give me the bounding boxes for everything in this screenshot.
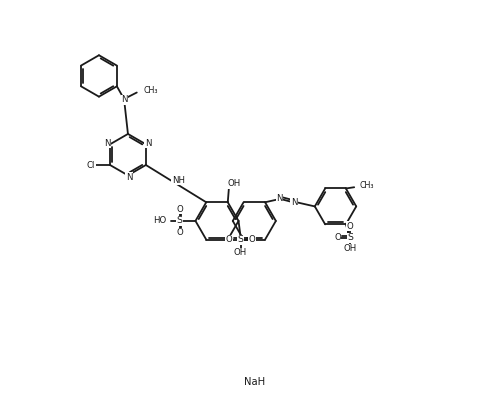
Text: O: O [226,235,232,244]
Text: CH₃: CH₃ [360,181,374,190]
Text: HO: HO [153,216,166,226]
Text: O: O [176,205,183,214]
Text: OH: OH [343,244,357,253]
Text: O: O [176,228,183,237]
Text: N: N [145,139,151,148]
Text: OH: OH [228,179,241,188]
Text: S: S [238,235,244,244]
Text: N: N [277,194,283,203]
Text: S: S [347,233,353,242]
Text: O: O [347,221,353,231]
Text: O: O [249,235,255,244]
Text: NH: NH [172,176,184,185]
Text: O: O [334,233,341,242]
Text: N: N [104,139,111,148]
Text: S: S [177,216,183,226]
Text: Cl: Cl [87,161,95,169]
Text: CH₃: CH₃ [144,86,158,95]
Text: N: N [121,95,127,104]
Text: NaH: NaH [244,377,265,387]
Text: N: N [126,173,132,182]
Text: OH: OH [234,248,247,257]
Text: N: N [291,198,297,207]
